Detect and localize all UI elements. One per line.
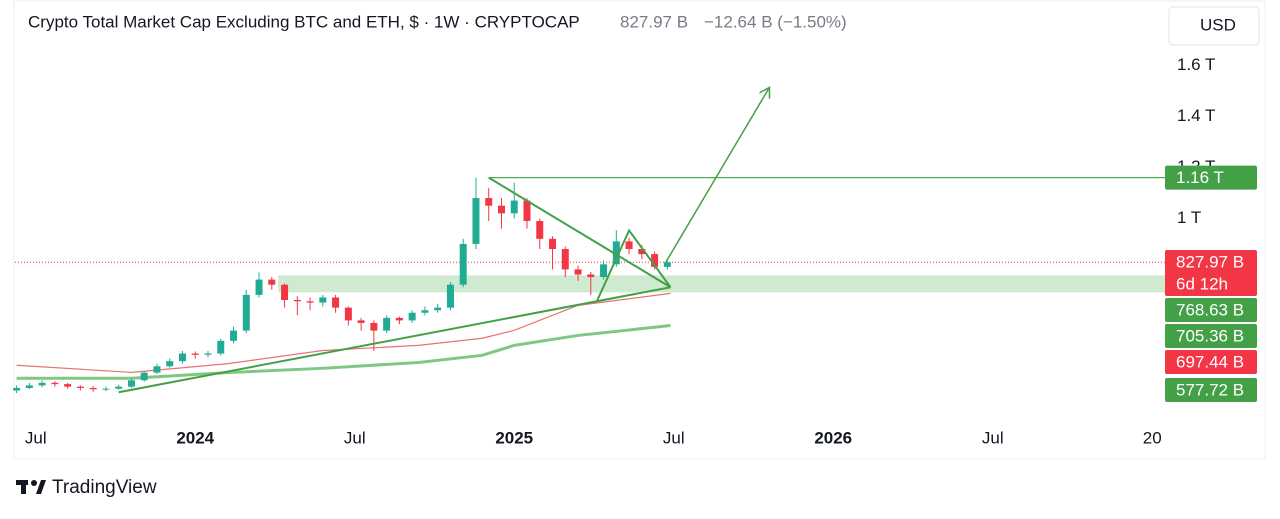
price-label-bg bbox=[1165, 165, 1257, 190]
candle-body bbox=[166, 361, 174, 367]
candle-body bbox=[25, 385, 33, 388]
candle-body bbox=[217, 340, 225, 354]
candle-body bbox=[268, 279, 276, 285]
candle-body bbox=[153, 366, 161, 373]
candle-body bbox=[344, 307, 352, 321]
candle-body bbox=[638, 249, 646, 255]
currency[interactable]: USD bbox=[1200, 15, 1236, 34]
candle-body bbox=[178, 353, 186, 362]
candle-body bbox=[510, 200, 518, 214]
candle-body bbox=[446, 284, 454, 308]
candle-body bbox=[472, 198, 480, 244]
zone bbox=[278, 275, 1165, 293]
chart-title: Crypto Total Market Cap Excluding BTC an… bbox=[28, 12, 580, 31]
x-tick-label: Jul bbox=[982, 428, 1004, 447]
candle-body bbox=[13, 387, 21, 391]
price-change: −12.64 B (−1.50%) bbox=[704, 12, 847, 31]
candle-body bbox=[600, 264, 608, 278]
candle-body bbox=[51, 382, 59, 385]
candle-body bbox=[357, 320, 365, 323]
x-tick-label: Jul bbox=[663, 428, 685, 447]
candle-body bbox=[242, 294, 250, 331]
price-label: 697.44 B bbox=[1176, 352, 1244, 371]
candle-body bbox=[230, 330, 238, 341]
price-label-bg bbox=[1165, 324, 1257, 348]
candle-body bbox=[497, 205, 505, 214]
candle-body bbox=[421, 310, 429, 313]
candle-body bbox=[306, 301, 314, 303]
last-price: 827.97 B bbox=[620, 12, 688, 31]
x-tick-label: 20 bbox=[1143, 428, 1162, 447]
candle-body bbox=[127, 380, 135, 387]
x-tick-label: 2026 bbox=[814, 428, 852, 447]
candle-body bbox=[140, 372, 148, 381]
price-label-bg bbox=[1165, 298, 1257, 322]
candle-body bbox=[319, 297, 327, 303]
candle-body bbox=[408, 312, 416, 321]
y-tick-label: 1.6 T bbox=[1177, 55, 1215, 74]
brand: TradingView bbox=[52, 477, 157, 498]
trend-line bbox=[596, 228, 672, 301]
candle-body bbox=[549, 238, 557, 250]
x-tick-label: Jul bbox=[344, 428, 366, 447]
price-label: 768.63 B bbox=[1176, 300, 1244, 319]
price-label-bg bbox=[1165, 350, 1257, 374]
price-label-bg bbox=[1165, 378, 1257, 402]
candle-body bbox=[561, 249, 569, 270]
candle-body bbox=[293, 300, 301, 302]
y-tick-label: 1.4 T bbox=[1177, 106, 1215, 125]
price-label: 705.36 B bbox=[1176, 326, 1244, 345]
candle-body bbox=[115, 386, 123, 389]
y-tick-label: 1 T bbox=[1177, 208, 1201, 227]
x-tick-label: 2025 bbox=[495, 428, 533, 447]
price-label: 1.16 T bbox=[1176, 168, 1224, 187]
currency-button[interactable] bbox=[1168, 6, 1260, 46]
candle-body bbox=[523, 200, 531, 221]
candle-body bbox=[64, 384, 72, 387]
candle-body bbox=[76, 386, 84, 388]
trend-line bbox=[488, 176, 672, 289]
price-label: 827.97 B bbox=[1176, 252, 1244, 271]
candle-body bbox=[281, 284, 289, 300]
price-label-bg bbox=[1165, 272, 1257, 296]
candle-body bbox=[370, 322, 378, 331]
price-label: 577.72 B bbox=[1176, 380, 1244, 399]
candle-body bbox=[612, 241, 620, 265]
price-label-bg bbox=[1165, 250, 1257, 274]
candle-body bbox=[434, 307, 442, 311]
candle-body bbox=[383, 317, 391, 331]
moving-average bbox=[16, 292, 671, 373]
candle-body bbox=[459, 243, 467, 285]
candle-body bbox=[255, 279, 263, 295]
candle-body bbox=[663, 262, 671, 267]
x-tick-label: 2024 bbox=[176, 428, 214, 447]
trend-line bbox=[665, 87, 770, 263]
candle-body bbox=[587, 274, 595, 278]
x-tick-label: Jul bbox=[25, 428, 47, 447]
chart-frame bbox=[13, 0, 1266, 460]
candle-body bbox=[204, 353, 212, 355]
candle-body bbox=[574, 269, 582, 275]
moving-average bbox=[16, 323, 671, 380]
candle-body bbox=[38, 382, 46, 386]
candle-body bbox=[651, 254, 659, 267]
candle-body bbox=[191, 353, 199, 355]
trend-line bbox=[118, 286, 671, 394]
candle-body bbox=[485, 198, 493, 206]
price-label: 6d 12h bbox=[1176, 274, 1228, 293]
candle-body bbox=[332, 297, 340, 308]
candle-body bbox=[89, 387, 97, 390]
candle-body bbox=[625, 241, 633, 250]
logo bbox=[16, 480, 46, 494]
candle-body bbox=[536, 220, 544, 239]
candle-body bbox=[395, 317, 403, 321]
candle-body bbox=[102, 388, 110, 390]
